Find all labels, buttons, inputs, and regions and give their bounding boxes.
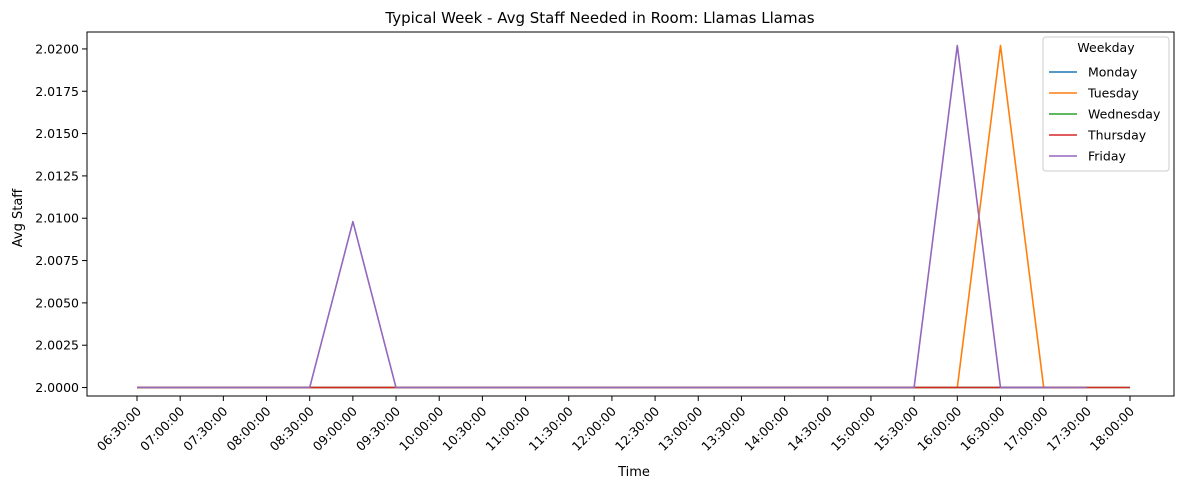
legend-entry: Tuesday — [1087, 86, 1139, 101]
chart-title: Typical Week - Avg Staff Needed in Room:… — [384, 9, 814, 27]
series-lines — [137, 44, 1130, 389]
x-tick-label: 12:30:00 — [612, 403, 662, 453]
legend-entry: Thursday — [1087, 128, 1147, 143]
y-tick-label: 2.0075 — [35, 253, 79, 268]
y-tick-label: 2.0100 — [35, 211, 79, 226]
x-tick-label: 09:00:00 — [310, 403, 360, 453]
x-tick-label: 11:30:00 — [526, 403, 576, 453]
x-tick-label: 17:00:00 — [1000, 403, 1050, 453]
y-tick-label: 2.0200 — [35, 41, 79, 56]
x-tick-label: 15:30:00 — [871, 403, 921, 453]
legend-entry: Monday — [1088, 65, 1138, 80]
y-axis-label: Avg Staff — [11, 188, 26, 248]
plot-area — [86, 31, 1175, 397]
legend-box — [1042, 36, 1170, 172]
x-tick-label: 13:30:00 — [698, 403, 748, 453]
x-axis: 06:30:0007:00:0007:30:0008:00:0008:30:00… — [94, 396, 1137, 454]
x-tick-label: 10:00:00 — [396, 403, 446, 453]
x-tick-label: 10:30:00 — [439, 403, 489, 453]
y-tick-label: 2.0175 — [35, 84, 79, 99]
x-tick-label: 07:00:00 — [137, 403, 187, 453]
x-tick-label: 07:30:00 — [180, 403, 230, 453]
x-tick-label: 12:00:00 — [569, 403, 619, 453]
y-tick-label: 2.0150 — [35, 126, 79, 141]
y-tick-label: 2.0050 — [35, 295, 79, 310]
plot-frame — [86, 31, 1175, 397]
x-tick-label: 11:00:00 — [482, 403, 532, 453]
legend-entry: Wednesday — [1088, 107, 1161, 122]
x-tick-label: 15:00:00 — [828, 403, 878, 453]
series-line-tuesday — [137, 44, 1087, 389]
y-tick-label: 2.0000 — [35, 380, 79, 395]
y-axis: 2.0000 2.0025 2.0050 2.0075 2.0100 2.0125 2.01… — [35, 41, 87, 395]
legend: Weekday Monday Tuesday Wednesday Thursday Fri… — [1042, 36, 1170, 172]
series-line-friday — [137, 44, 1087, 389]
y-tick-label: 2.0025 — [35, 338, 79, 353]
x-tick-label: 18:00:00 — [1087, 403, 1137, 453]
legend-title: Weekday — [1077, 40, 1135, 55]
y-tick-label: 2.0125 — [35, 168, 79, 183]
x-axis-label: Time — [617, 465, 650, 480]
x-tick-label: 16:00:00 — [914, 403, 964, 453]
x-tick-label: 16:30:00 — [957, 403, 1007, 453]
x-tick-label: 09:30:00 — [353, 403, 403, 453]
legend-entry: Friday — [1088, 149, 1126, 164]
x-tick-label: 17:30:00 — [1044, 403, 1094, 453]
x-tick-label: 08:30:00 — [267, 403, 317, 453]
x-tick-label: 13:00:00 — [655, 403, 705, 453]
x-tick-label: 14:30:00 — [785, 403, 835, 453]
x-tick-label: 08:00:00 — [223, 403, 273, 453]
x-tick-label: 06:30:00 — [94, 403, 144, 453]
x-tick-label: 14:00:00 — [741, 403, 791, 453]
